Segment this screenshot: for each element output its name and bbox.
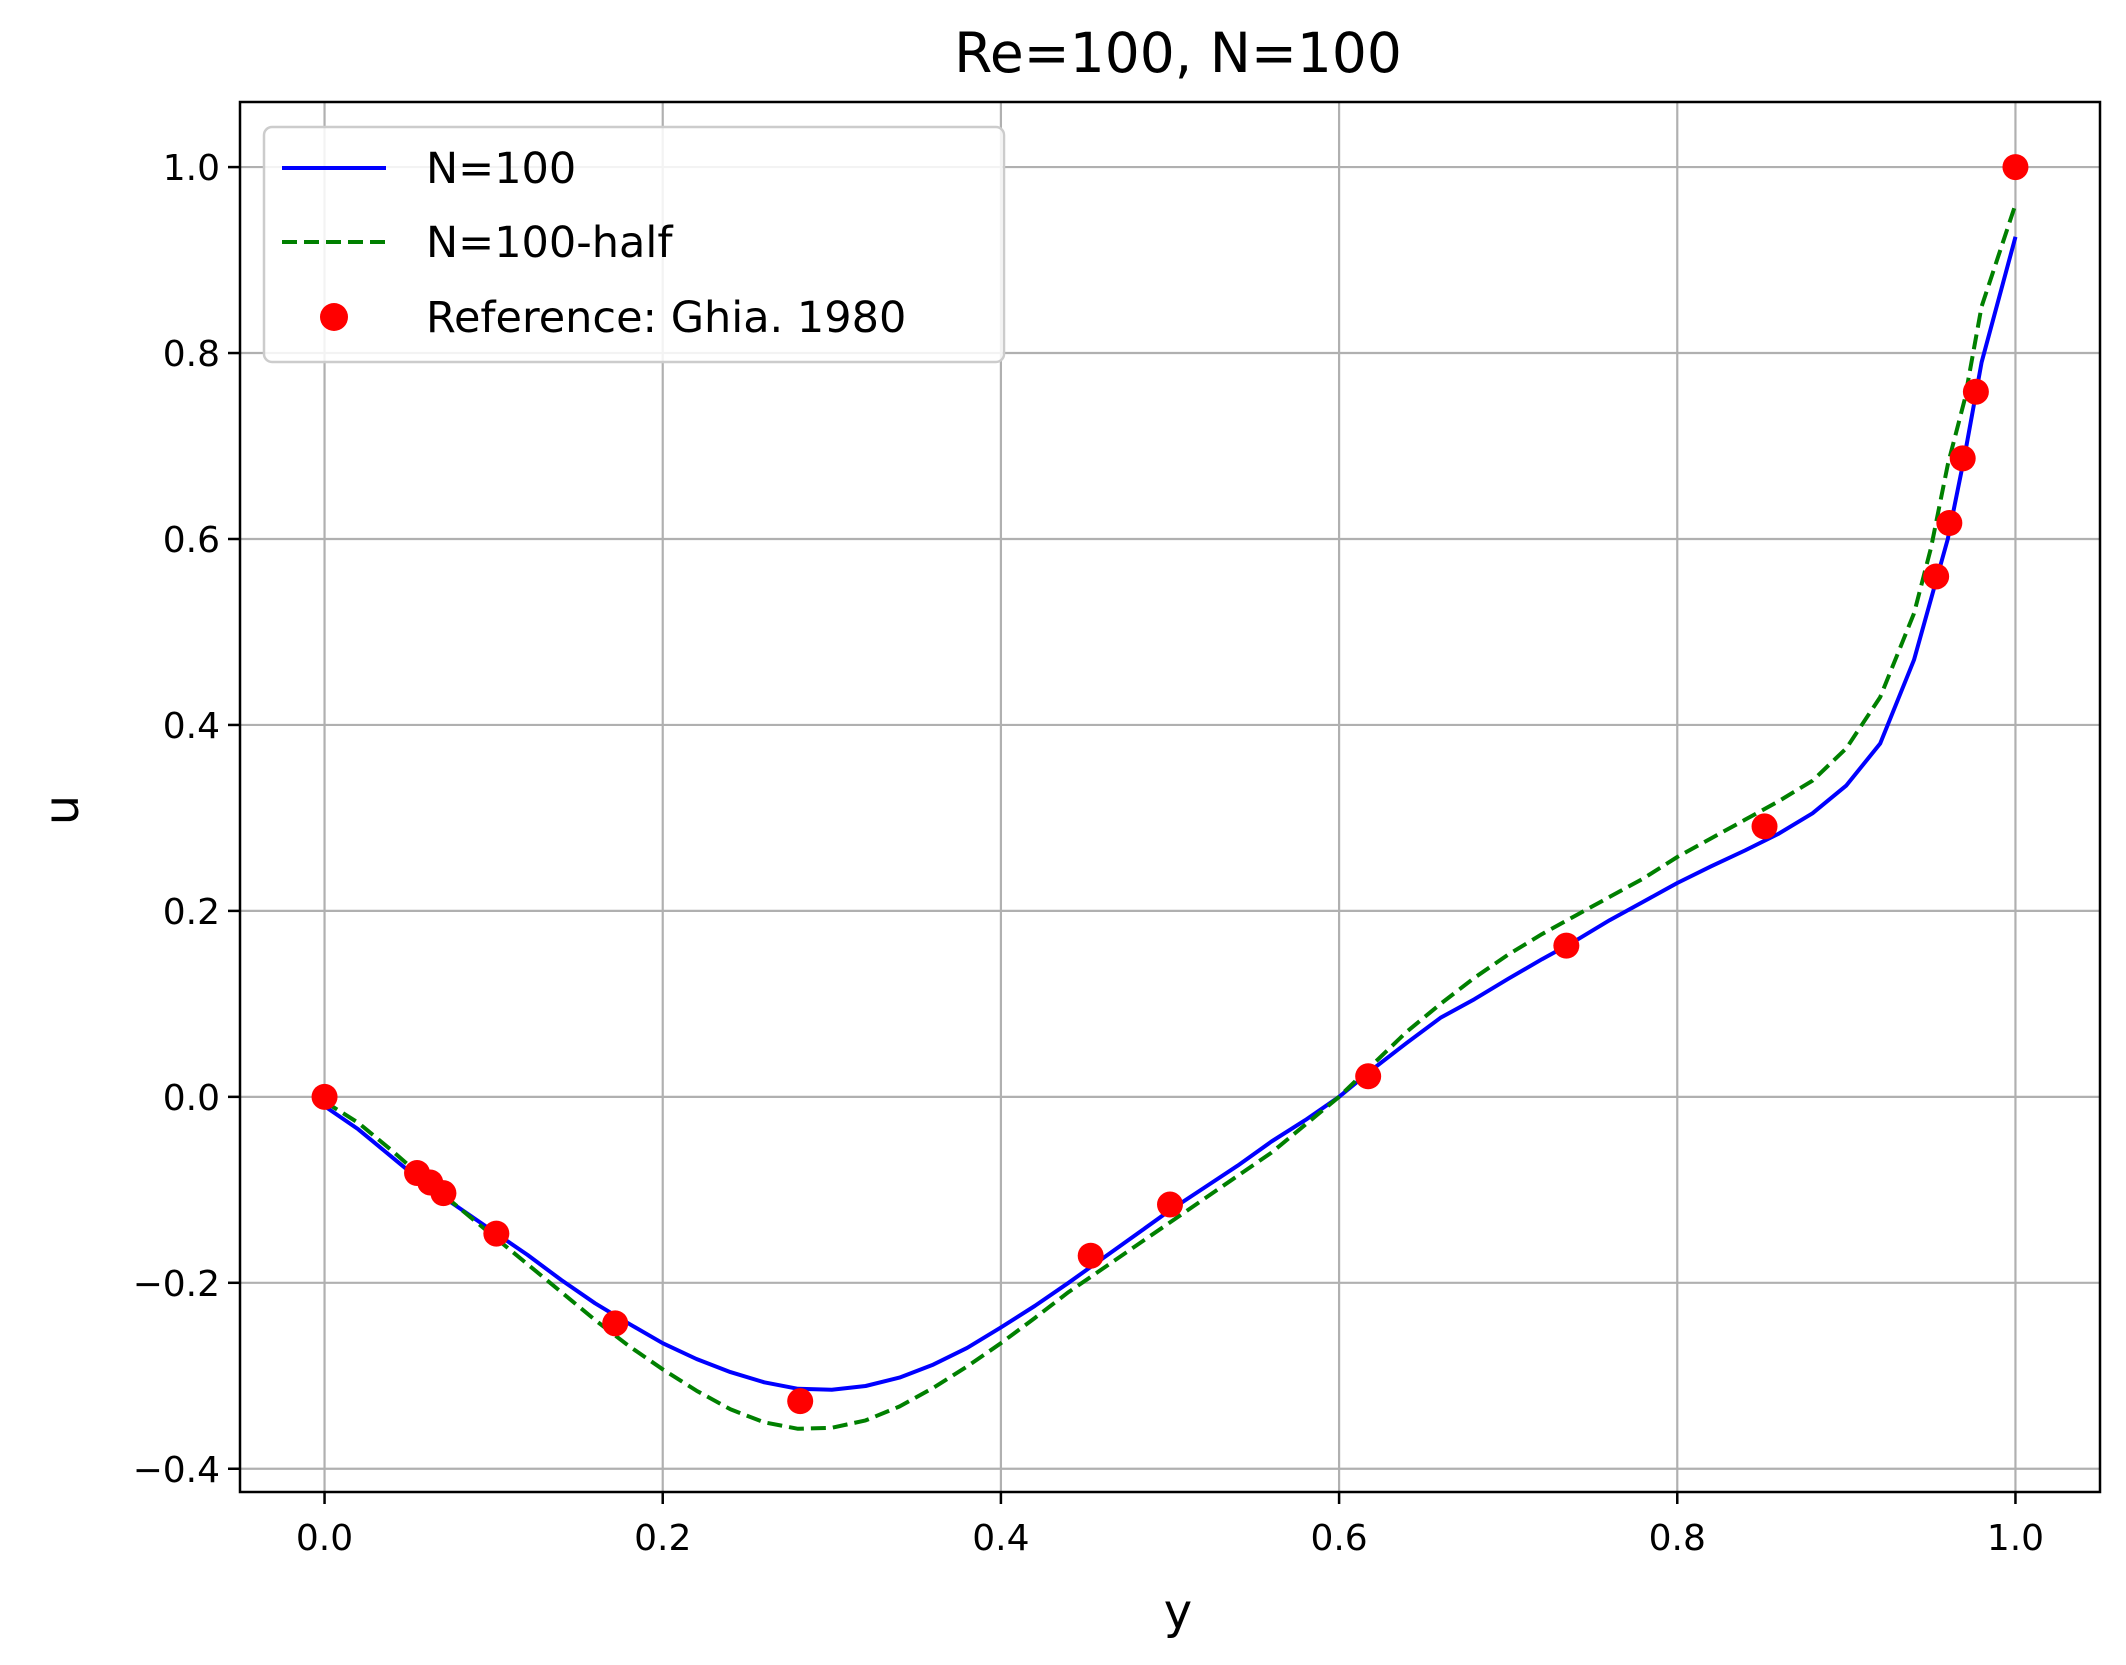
y-tick-label: 0.4 [163,706,220,747]
legend-swatch-reference [320,303,348,331]
chart-title: Re=100, N=100 [954,21,1402,85]
legend-box [262,125,1006,364]
x-tick-label: 0.0 [296,1518,353,1559]
y-tick-label: 0.6 [163,520,220,561]
legend-label-n100-half: N=100-half [426,218,673,268]
y-tick-label: −0.2 [133,1264,220,1305]
reference-point [602,1310,629,1337]
y-axis-label: u [34,795,90,825]
series-line-n100-half [323,203,2018,1431]
reference-point [1962,378,1989,405]
reference-point [1751,813,1778,840]
x-tick-label: 1.0 [1987,1518,2044,1559]
reference-point [1157,1191,1183,1218]
x-tick-label: 0.8 [1649,1518,1706,1559]
x-tick-label: 0.4 [972,1518,1029,1559]
x-axis-label: y [1164,1584,1192,1640]
y-tick-label: 1.0 [163,148,220,189]
y-tick-label: 0.2 [163,892,220,933]
reference-point [2002,154,2029,181]
legend: N=100 N=100-half Reference: Ghia. 1980 [262,125,1006,364]
legend-label-n100: N=100 [426,144,576,194]
series-layer [311,154,2029,1431]
y-tick-label: 0.8 [163,334,220,375]
reference-point [1936,509,1963,536]
reference-point [1949,445,1976,472]
reference-point [1077,1242,1104,1269]
legend-label-reference: Reference: Ghia. 1980 [426,293,906,343]
reference-point [430,1180,457,1207]
reference-point [1553,932,1580,959]
reference-point [1923,563,1950,590]
axis-ticks: 0.0 0.2 0.4 0.6 0.8 1.0 −0.4 −0.2 0.0 0.2 0.4 0.6 0.… [133,148,2045,1559]
y-tick-label: 0.0 [163,1078,220,1119]
reference-point [483,1220,510,1247]
plot-area-frame [238,100,2102,1494]
reference-point [311,1083,338,1110]
x-tick-label: 0.2 [634,1518,691,1559]
y-tick-label: −0.4 [133,1450,220,1491]
reference-point [787,1388,814,1415]
reference-point [1355,1063,1382,1090]
x-tick-label: 0.6 [1310,1518,1367,1559]
